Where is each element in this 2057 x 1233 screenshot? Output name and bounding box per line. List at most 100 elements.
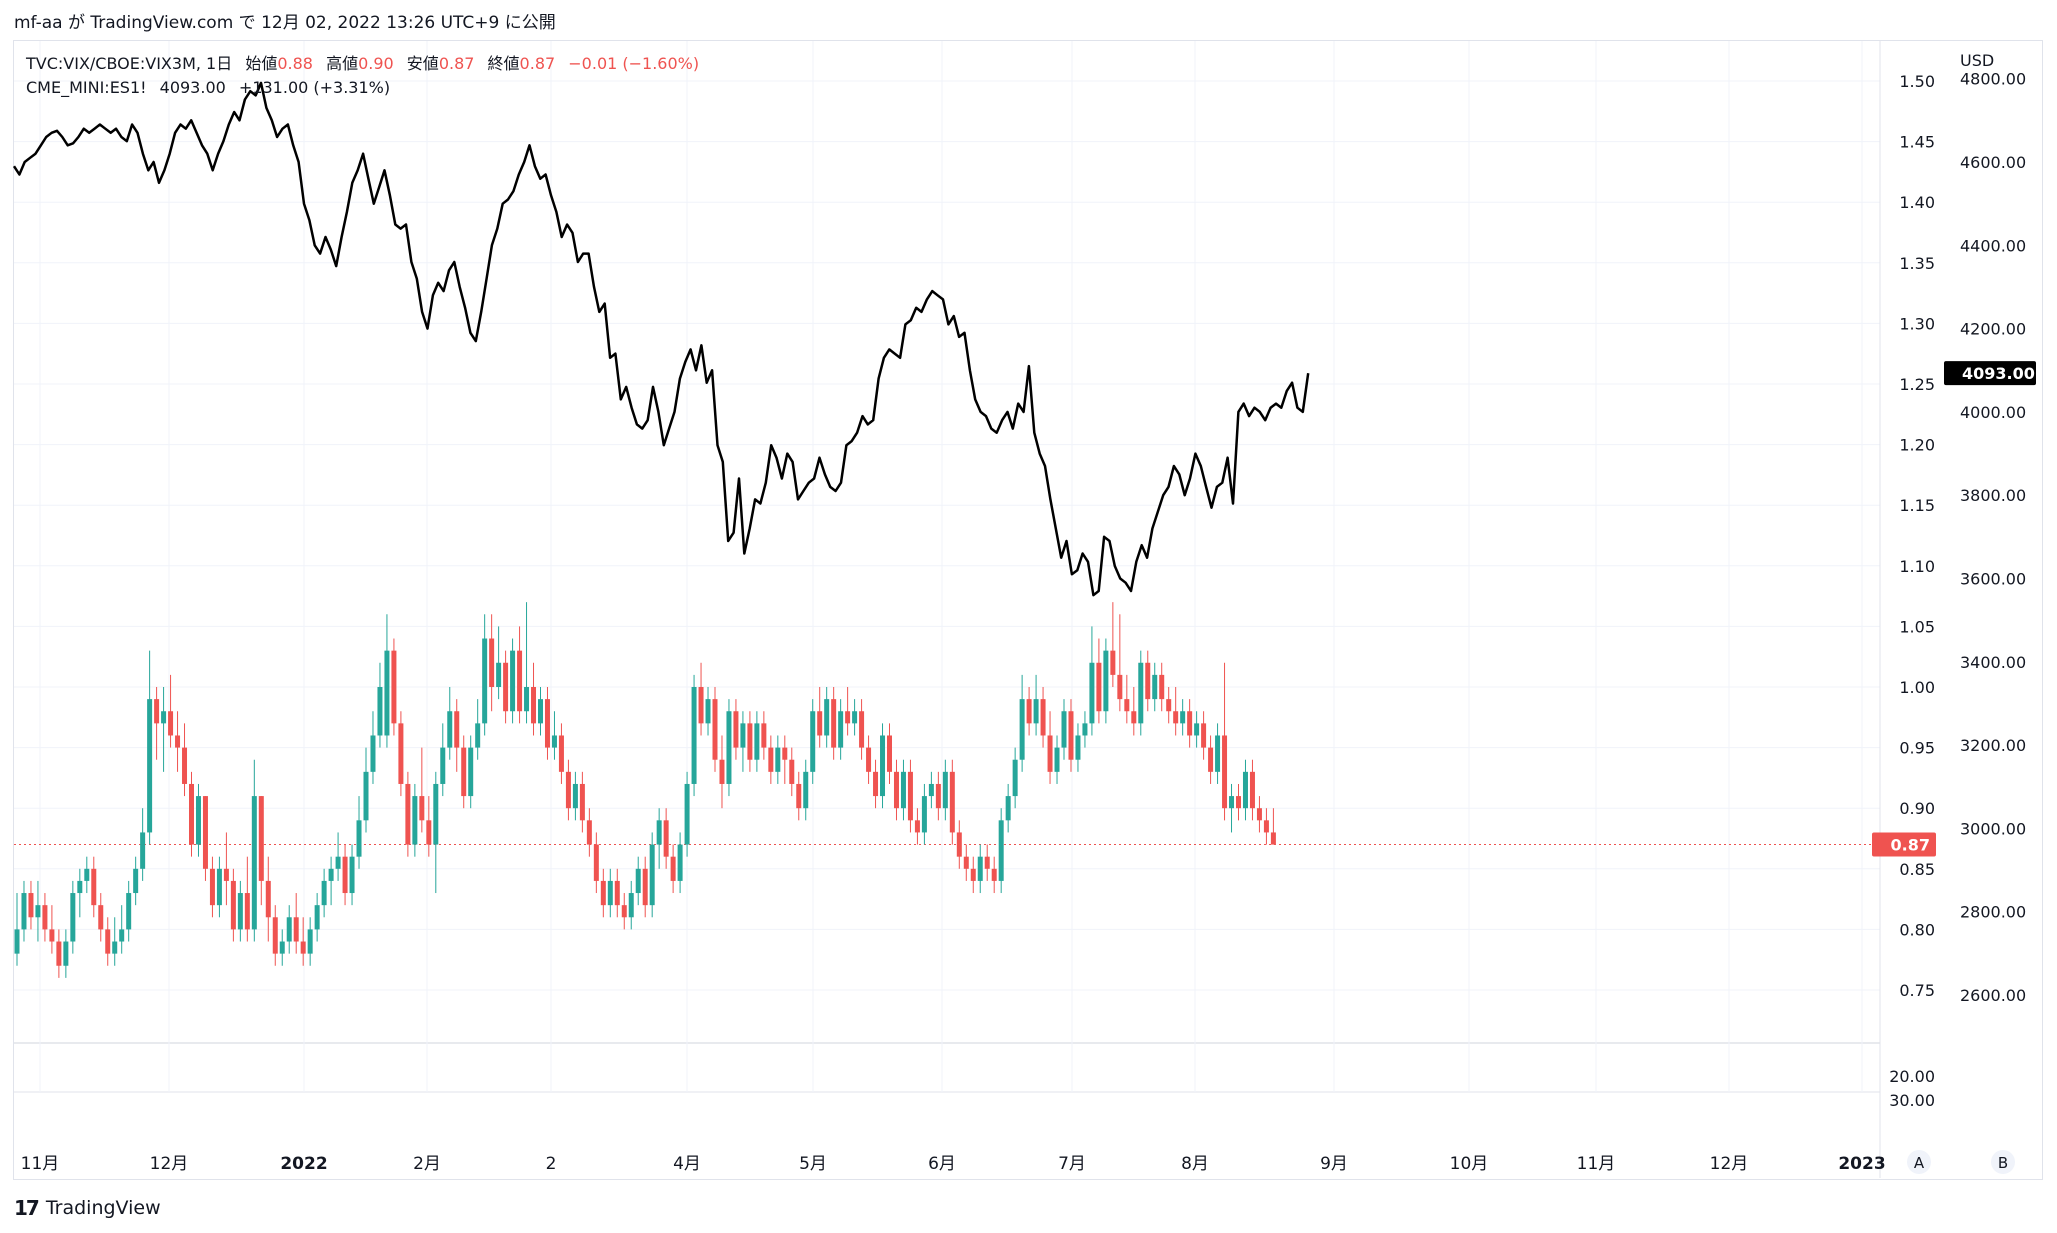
scale-button-b[interactable]: B: [1991, 1150, 2015, 1174]
candle-body: [761, 723, 767, 748]
candle-body: [1089, 662, 1095, 724]
scale-button-a[interactable]: A: [1907, 1150, 1931, 1174]
candle-body: [1270, 832, 1276, 845]
candle-body: [866, 747, 872, 772]
candle-body: [182, 747, 188, 784]
candle-body: [265, 880, 271, 918]
candle-body: [970, 868, 976, 881]
candle-body: [852, 711, 858, 724]
candle-body: [503, 662, 509, 712]
candle-body: [935, 783, 941, 809]
candle-body: [712, 699, 718, 760]
candle-body: [1138, 662, 1144, 724]
overlay-symbol: CME_MINI:ES1!: [26, 78, 147, 97]
ratio-tick-label: 1.00: [1899, 678, 1935, 697]
candle-body: [14, 929, 20, 954]
main-series-legend[interactable]: TVC:VIX/CBOE:VIX3M, 1日 始値0.88 高値0.90 安値0…: [26, 52, 699, 76]
candle-body: [161, 711, 167, 724]
candle-body: [677, 844, 683, 881]
candle-body: [551, 735, 557, 748]
candle-body: [977, 856, 983, 881]
candle-body: [168, 711, 174, 736]
candle-body: [1173, 711, 1179, 724]
ratio-tick-label: 0.75: [1899, 981, 1935, 1000]
candle-body: [824, 699, 830, 736]
candle-body: [468, 747, 474, 797]
candle-body: [426, 820, 432, 845]
candle-body: [189, 783, 194, 845]
scale-button-bg: [1907, 1150, 1931, 1174]
main-symbol: TVC:VIX/CBOE:VIX3M, 1日: [26, 54, 233, 73]
candle-body: [1012, 759, 1018, 797]
overlay-change: +131.00 (+3.31%): [238, 78, 391, 97]
ratio-current-label: 0.87: [1891, 836, 1930, 855]
candle-body: [349, 856, 355, 894]
candle-body: [1047, 735, 1053, 772]
candle-body: [489, 638, 495, 687]
ratio-tick-label: 0.85: [1899, 860, 1935, 879]
candle-body: [21, 893, 27, 930]
es-current-badge: [1944, 361, 2036, 386]
candle-body: [77, 880, 83, 894]
candle-body: [900, 771, 906, 809]
candle-body: [56, 941, 62, 966]
candle-body: [377, 687, 383, 736]
overlay-series-legend[interactable]: CME_MINI:ES1! 4093.00 +131.00 (+3.31%): [26, 76, 699, 100]
candle-body: [663, 820, 669, 857]
es-line-path: [12, 81, 1310, 597]
es-tick-label: 2600.00: [1960, 986, 2026, 1005]
time-tick-label: 2022: [280, 1154, 327, 1174]
candle-body: [237, 893, 243, 930]
close-label: 終値: [487, 54, 520, 73]
candle-body: [1201, 723, 1207, 748]
es-tick-label: 2800.00: [1960, 903, 2026, 922]
candle-body: [1117, 674, 1123, 700]
ratio-current-badge: [1872, 832, 1936, 857]
candle-body: [768, 747, 774, 772]
candle-body: [796, 783, 802, 809]
candle-body: [1110, 650, 1116, 675]
candle-body: [998, 820, 1004, 881]
time-tick-label: 8月: [1181, 1154, 1209, 1174]
candle-body: [579, 783, 585, 821]
es-tick-label: 4400.00: [1960, 236, 2026, 255]
time-tick-label: 12月: [150, 1154, 189, 1174]
close-value: 0.87: [519, 54, 556, 73]
candle-body: [789, 759, 795, 784]
es-tick-label: 3000.00: [1960, 819, 2026, 838]
candle-body: [817, 711, 823, 736]
candle-body: [949, 771, 955, 833]
candle-body: [984, 856, 990, 869]
candle-body: [230, 880, 236, 930]
candle-body: [1040, 699, 1046, 736]
ratio-tick-label: 0.80: [1899, 920, 1935, 939]
candle-body: [1145, 662, 1151, 700]
candle-body: [733, 711, 739, 748]
candle-body: [42, 905, 48, 930]
candle-body: [880, 735, 886, 797]
candle-body: [1194, 723, 1200, 736]
scale-button-bg: [1991, 1150, 2015, 1174]
time-tick-label: 6月: [928, 1154, 956, 1174]
time-tick-label: 2月: [413, 1154, 441, 1174]
ratio-tick-label: 1.10: [1899, 557, 1935, 576]
candle-body: [963, 856, 969, 869]
candle-body: [565, 771, 571, 809]
candle-body: [649, 844, 655, 906]
candle-body: [1026, 699, 1032, 724]
candle-body: [1187, 711, 1193, 736]
candle-body: [740, 723, 746, 748]
candle-body: [119, 929, 125, 942]
candle-body: [419, 796, 425, 821]
candle-body: [272, 917, 278, 954]
candle-body: [558, 735, 564, 772]
price-axes: 1.50 1.45 1.40 1.35 1.30 1.25 1.20 1.15 1.10 1.05…: [1872, 51, 2036, 1110]
candle-body: [28, 893, 34, 918]
tradingview-footer[interactable]: 17 TradingView: [14, 1196, 161, 1220]
tradingview-brand: TradingView: [45, 1197, 161, 1219]
es-tick-label: 3200.00: [1960, 736, 2026, 755]
candle-body: [510, 650, 516, 712]
candle-body: [670, 856, 676, 881]
candle-body: [873, 771, 879, 797]
